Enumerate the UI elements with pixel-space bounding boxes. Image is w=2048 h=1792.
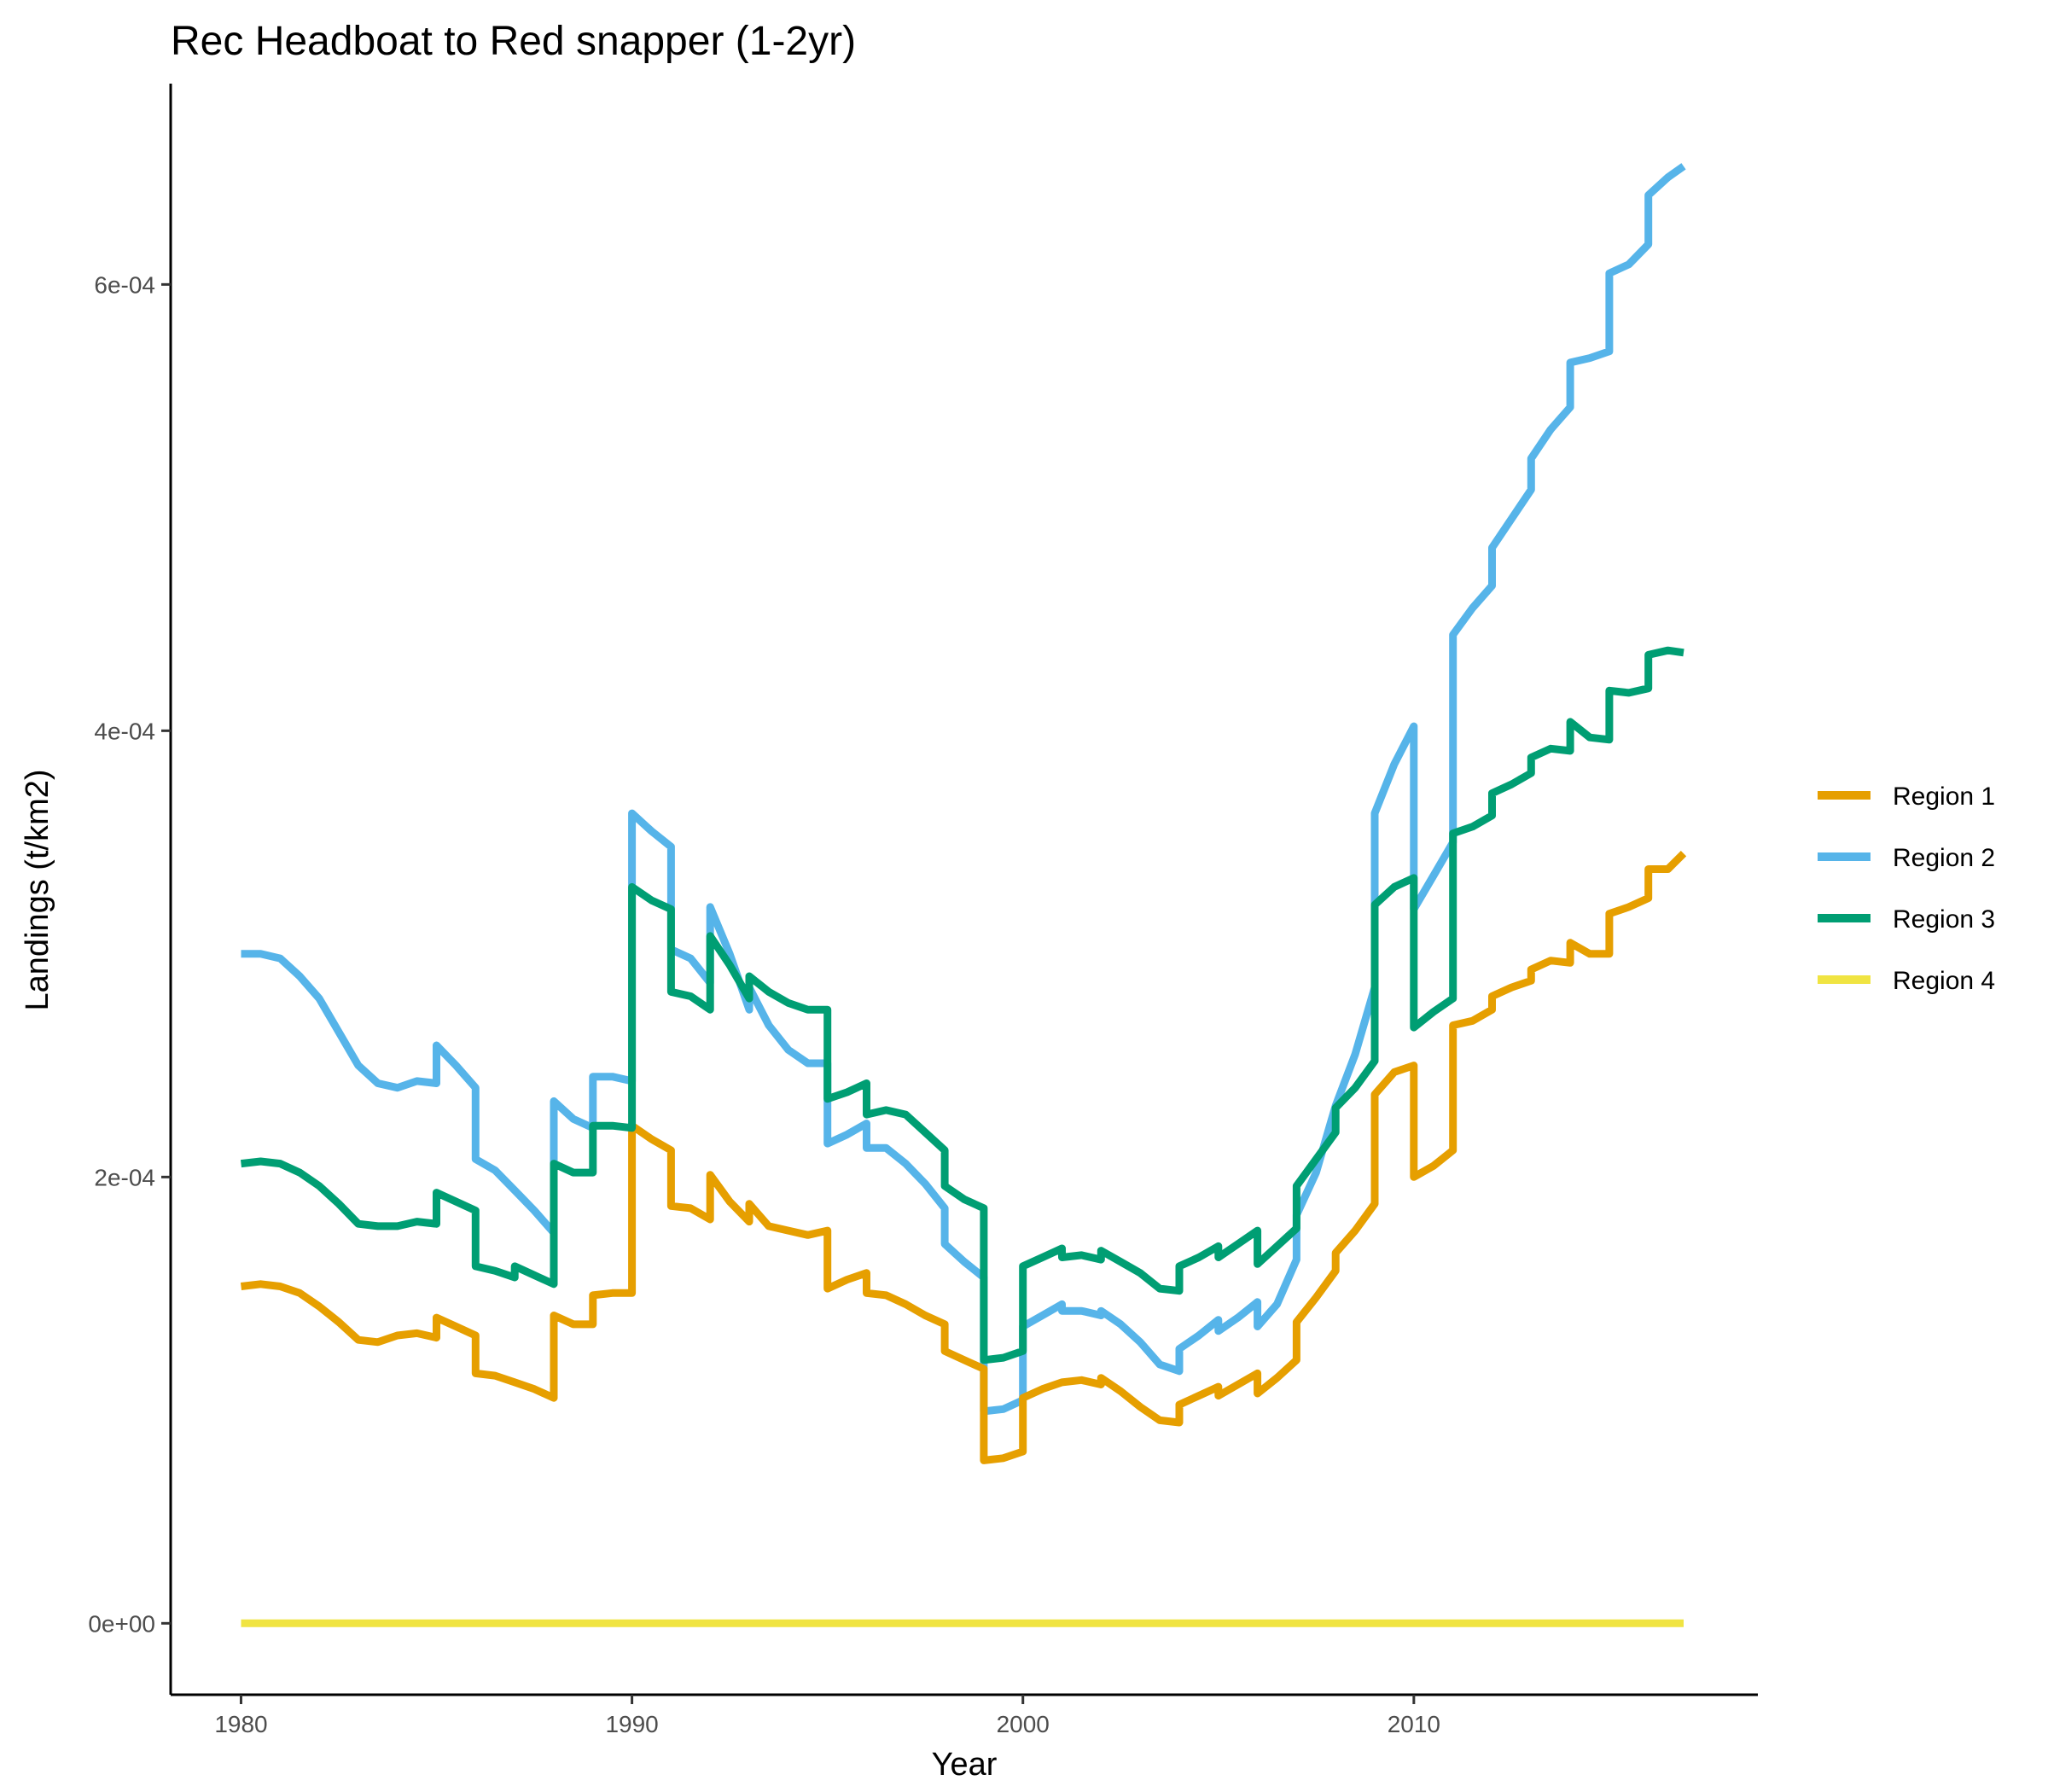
series-line-region-1 <box>240 851 1687 1464</box>
x-tick-label: 2010 <box>1388 1711 1440 1737</box>
y-tick-label: 4e-04 <box>94 718 155 744</box>
legend-label-region-2: Region 2 <box>1893 844 1995 872</box>
legend-label-region-4: Region 4 <box>1893 967 1995 995</box>
chart-title: Rec Headboat to Red snapper (1-2yr) <box>171 19 856 64</box>
x-tick-label: 1990 <box>605 1711 658 1737</box>
y-axis-title: Landings (t/km2) <box>20 769 55 1010</box>
y-ticks: 0e+00 2e-04 4e-04 6e-04 <box>88 271 171 1637</box>
legend: Region 1 Region 2 Region 3 Region 4 <box>1818 783 1995 995</box>
series-line-region-2 <box>241 163 1686 1416</box>
y-tick-label: 6e-04 <box>94 271 155 298</box>
legend-label-region-1: Region 1 <box>1893 783 1995 811</box>
x-ticks: 1980 1990 2000 2010 <box>214 1695 1440 1737</box>
series-layer <box>240 163 1687 1627</box>
x-axis-title: Year <box>932 1747 998 1783</box>
x-tick-label: 2000 <box>997 1711 1050 1737</box>
y-tick-label: 0e+00 <box>88 1610 155 1637</box>
series-line-region-3 <box>240 646 1684 1364</box>
legend-label-region-3: Region 3 <box>1893 905 1995 934</box>
x-tick-label: 1980 <box>214 1711 267 1737</box>
y-tick-label: 2e-04 <box>94 1164 155 1190</box>
